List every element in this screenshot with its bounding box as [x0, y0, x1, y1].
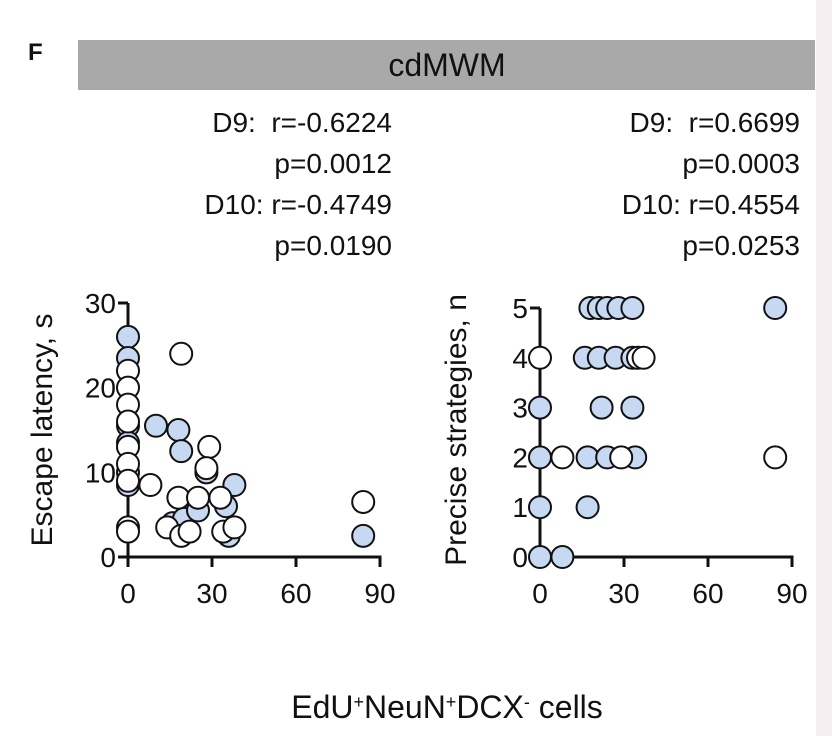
data-point — [116, 519, 140, 544]
data-point — [169, 341, 194, 366]
x-axis-label-part: EdU — [291, 689, 353, 725]
data-point — [177, 519, 202, 544]
data-point — [222, 515, 247, 540]
data-point — [169, 439, 194, 464]
data-point — [620, 395, 645, 420]
x-axis-label-part: + — [353, 692, 364, 712]
y-tick-label: 0 — [100, 542, 116, 573]
data-point — [620, 296, 645, 320]
data-point — [763, 445, 788, 470]
data-point — [351, 523, 376, 548]
x-tick-label: 60 — [692, 578, 723, 609]
annotation: D9: r=0.6699 — [630, 107, 800, 138]
data-point — [166, 418, 191, 442]
x-axis-label: EdU+NeuN+DCX- cells — [291, 689, 603, 725]
x-axis-label-part: cells — [530, 689, 603, 725]
annotation: p=0.0253 — [682, 230, 800, 261]
annotation: p=0.0190 — [274, 230, 392, 261]
data-point — [194, 456, 219, 481]
data-point — [208, 485, 233, 510]
y-axis-label: Escape latency, s — [26, 314, 59, 547]
x-tick-label: 30 — [608, 578, 639, 609]
side-strip — [816, 0, 832, 736]
data-point — [550, 545, 575, 569]
annotation: p=0.0012 — [274, 148, 392, 179]
y-axis-label: Precise strategies, n — [440, 294, 473, 566]
data-point — [528, 395, 552, 420]
data-point — [197, 434, 222, 459]
y-tick-label: 10 — [85, 457, 116, 488]
data-point — [528, 495, 552, 520]
y-tick-label: 0 — [512, 542, 528, 573]
data-point — [631, 345, 656, 370]
data-point — [144, 413, 168, 438]
y-tick-label: 30 — [85, 288, 116, 319]
data-point — [609, 445, 634, 470]
x-tick-label: 0 — [120, 578, 136, 609]
y-tick-label: 5 — [512, 293, 528, 324]
data-point — [589, 395, 614, 420]
data-point — [116, 324, 140, 349]
x-tick-label: 60 — [280, 578, 311, 609]
data-point — [528, 345, 552, 370]
x-axis-label-part: NeuN — [364, 689, 446, 725]
data-point — [528, 545, 552, 569]
header-title: cdMWM — [388, 47, 505, 83]
x-axis-label-part: + — [446, 692, 457, 712]
x-tick-label: 0 — [532, 578, 548, 609]
data-point — [138, 473, 163, 498]
data-point — [116, 409, 140, 434]
y-tick-label: 3 — [512, 393, 528, 424]
annotation: D10: r=0.4554 — [622, 189, 800, 220]
x-tick-label: 90 — [776, 578, 807, 609]
data-point — [528, 445, 552, 470]
data-point — [116, 468, 140, 493]
y-tick-label: 2 — [512, 442, 528, 473]
x-axis-label-part: - — [524, 692, 530, 712]
annotation: p=0.0003 — [682, 148, 800, 179]
y-tick-label: 20 — [85, 373, 116, 404]
data-point — [351, 489, 376, 514]
data-point — [763, 296, 788, 320]
data-point — [575, 495, 600, 520]
x-axis-label-part: DCX — [456, 689, 524, 725]
y-tick-label: 1 — [512, 492, 528, 523]
y-tick-label: 4 — [512, 343, 528, 374]
data-point — [186, 485, 210, 510]
annotation: D10: r=-0.4749 — [204, 189, 392, 220]
x-tick-label: 90 — [364, 578, 395, 609]
header-bar — [78, 40, 815, 90]
annotation: D9: r=-0.6224 — [212, 107, 392, 138]
data-point — [550, 445, 575, 470]
x-tick-label: 30 — [196, 578, 227, 609]
panel-label: F — [28, 39, 43, 66]
